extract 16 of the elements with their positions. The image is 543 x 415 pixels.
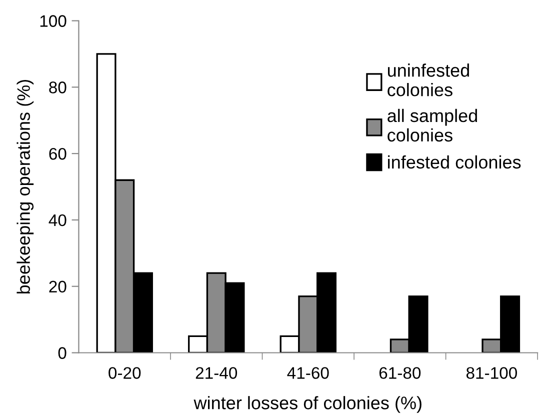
x-tick-label: 0-20 (108, 367, 141, 379)
legend-label: infested colonies (388, 155, 521, 169)
y-tick-label: 20 (49, 280, 66, 293)
y-tick-label: 80 (49, 82, 66, 94)
y-tick-label: 60 (49, 148, 66, 160)
y-axis-title: beekeeping operations (%) (16, 80, 34, 294)
legend-label: uninfested colonies (388, 64, 469, 96)
x-axis-title: winter losses of colonies (%) (194, 396, 422, 413)
x-tick-label: 41-60 (287, 367, 329, 379)
x-tick-label: 81-100 (466, 367, 517, 379)
y-tick-label: 0 (58, 347, 66, 359)
legend-label: all sampled colonies (388, 108, 477, 142)
y-tick-label: 40 (48, 214, 66, 226)
x-tick-label: 61-80 (379, 367, 421, 379)
y-tick-label: 100 (40, 15, 66, 27)
x-tick-label: 21-40 (196, 367, 238, 379)
